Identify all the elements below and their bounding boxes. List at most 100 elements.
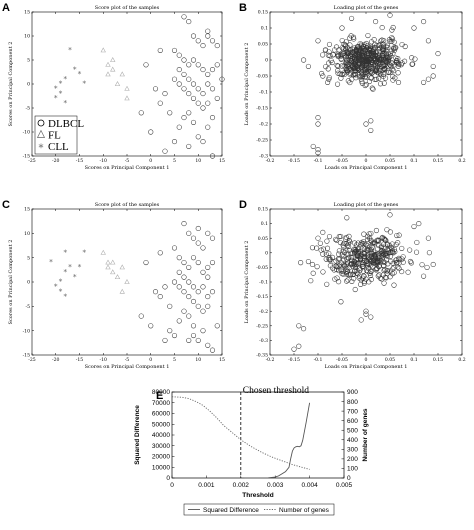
data-point-gene: [381, 62, 387, 69]
data-points: **********: [54, 14, 225, 159]
data-point-gene: [355, 249, 361, 255]
data-point-gene: [349, 251, 355, 257]
x-tick-label: -15: [76, 357, 83, 363]
data-point-gene: [396, 265, 402, 272]
data-point-gene: [342, 263, 348, 269]
y-tick-label: 10: [24, 231, 30, 237]
data-point-gene: [354, 268, 360, 274]
data-point-cll: *: [68, 264, 72, 272]
data-point-gene: [382, 250, 389, 256]
data-point-gene: [368, 75, 374, 81]
data-point-dlbcl: [186, 76, 192, 82]
y-tick-label: -10: [23, 328, 30, 334]
data-point-gene: [363, 311, 369, 317]
data-point-cll: *: [59, 90, 63, 98]
data-point-gene: [396, 232, 402, 238]
data-point-fl: [105, 61, 111, 67]
data-point-gene: [356, 54, 362, 61]
data-point-gene: [396, 256, 402, 263]
y-right-tick-label: 600: [347, 418, 358, 425]
legend-label: FL: [48, 130, 61, 142]
data-points: [301, 12, 441, 156]
x-tick-label: 10: [195, 357, 201, 363]
y-left-tick-label: 60000: [152, 411, 170, 418]
y-tick-label: 5: [27, 58, 30, 64]
data-point-dlbcl: [214, 43, 220, 49]
data-point-gene: [365, 32, 371, 39]
data-point-gene: [381, 235, 387, 242]
data-point-gene: [387, 212, 393, 218]
data-point-cll: *: [78, 264, 82, 272]
data-point-gene: [368, 314, 374, 320]
data-point-gene: [399, 42, 405, 48]
y-tick-label: -0.3: [259, 154, 268, 160]
data-point-gene: [349, 261, 355, 267]
data-point-dlbcl: [205, 28, 211, 34]
data-point-gene: [343, 60, 349, 66]
data-point-gene: [315, 147, 321, 153]
data-point-dlbcl: [171, 245, 178, 251]
y-tick-label: -0.15: [256, 294, 268, 300]
legend-box: [34, 115, 78, 155]
data-point-gene: [341, 257, 347, 263]
data-point-gene: [391, 270, 397, 276]
data-point-gene: [326, 60, 332, 66]
panel-a-score-plot: Score plot of the samples -25 -20 -15 -10 -5 0…: [8, 5, 225, 171]
data-point-dlbcl: [200, 43, 206, 49]
data-point-dlbcl: [152, 289, 159, 295]
data-point-gene: [324, 281, 330, 287]
data-point-dlbcl: [205, 342, 211, 348]
data-point-dlbcl: [162, 91, 168, 97]
data-point-gene: [315, 115, 321, 121]
data-point-gene: [372, 52, 379, 58]
data-point-dlbcl: [176, 52, 182, 58]
y-tick-label: -0.35: [256, 353, 268, 359]
data-point-dlbcl: [209, 259, 216, 266]
data-point-dlbcl: [190, 119, 197, 125]
y-tick-label: 0: [265, 250, 268, 256]
data-point-gene: [335, 68, 341, 74]
data-point-fl: [119, 264, 125, 270]
data-point-gene: [370, 258, 376, 264]
data-point-dlbcl: [195, 100, 201, 106]
data-point-gene: [383, 275, 389, 281]
data-point-dlbcl: [167, 110, 173, 116]
data-point-cll: *: [78, 71, 82, 79]
x-tick-label: 0.1: [410, 158, 417, 164]
y-tick-label: -0.05: [256, 265, 268, 271]
data-point-gene: [337, 239, 343, 246]
x-tick-label: -0.2: [266, 357, 275, 363]
data-point-dlbcl: [143, 62, 149, 68]
data-point-gene: [352, 50, 358, 56]
data-point-gene: [327, 53, 333, 59]
data-point-gene: [349, 15, 355, 21]
data-point-dlbcl: [205, 71, 211, 77]
data-point-gene: [352, 268, 358, 274]
x-tick-label: -15: [76, 158, 83, 164]
data-point-gene: [395, 63, 401, 69]
x-tick-label: -0.1: [314, 158, 323, 164]
data-point-dlbcl: [195, 62, 201, 68]
data-point-gene: [395, 70, 401, 76]
data-point-gene: [330, 52, 336, 58]
data-point-gene: [359, 60, 365, 66]
data-point-gene: [296, 343, 302, 349]
data-point-gene: [353, 75, 359, 81]
data-point-gene: [399, 269, 405, 275]
data-point-gene: [343, 58, 350, 64]
data-point-gene: [430, 63, 436, 69]
data-point-cll: *: [64, 293, 68, 301]
data-point-gene: [326, 256, 332, 262]
panel-letter-b: B: [239, 2, 247, 14]
data-point-gene: [399, 245, 405, 251]
data-point-dlbcl: [176, 284, 182, 290]
data-point-gene: [344, 69, 351, 75]
x-tick-label: -20: [52, 158, 59, 164]
data-point-fl: [124, 279, 130, 284]
data-point-gene: [354, 242, 360, 248]
x-axis-label: Loads on Principal Component 1: [325, 364, 408, 370]
data-point-gene: [336, 251, 342, 257]
data-point-dlbcl: [138, 110, 144, 116]
data-point-gene: [305, 63, 311, 69]
data-point-gene: [425, 76, 431, 82]
